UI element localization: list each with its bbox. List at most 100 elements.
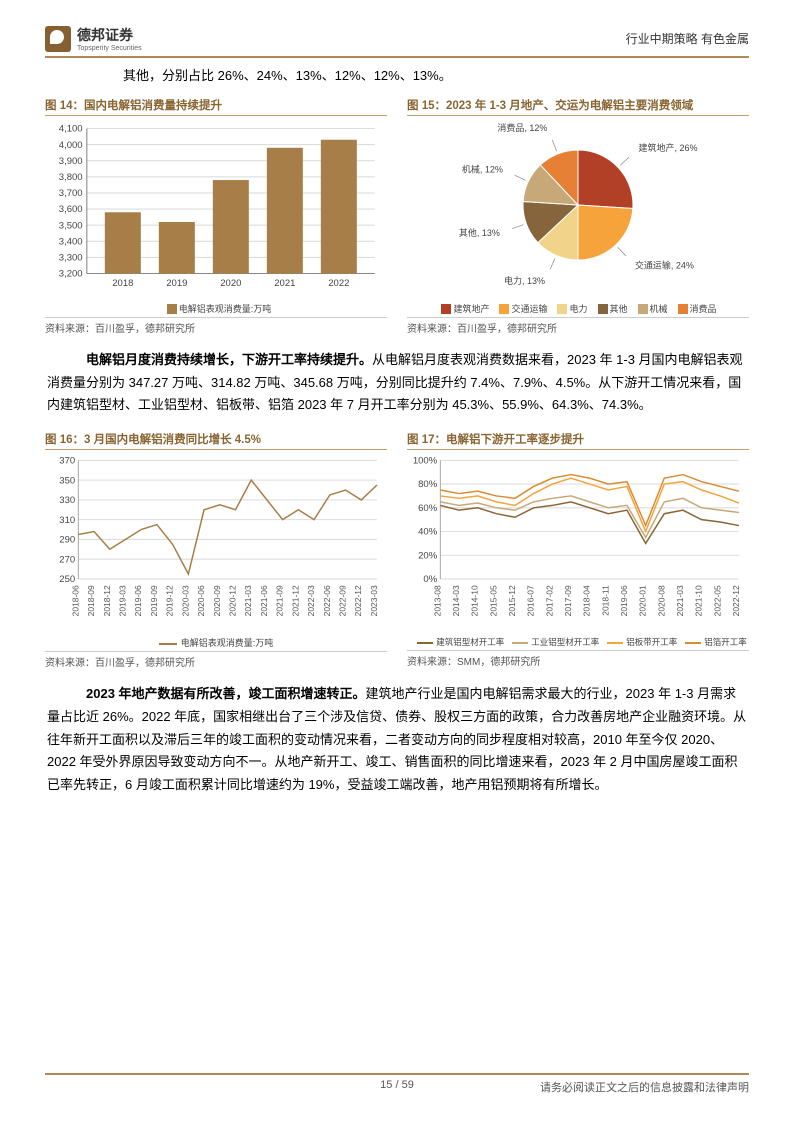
fig17-title: 图 17：电解铝下游开工率逐步提升 <box>407 431 749 450</box>
svg-text:2021-12: 2021-12 <box>290 585 300 616</box>
svg-text:2021: 2021 <box>274 278 295 289</box>
svg-text:4,000: 4,000 <box>59 140 83 151</box>
svg-text:2019-12: 2019-12 <box>165 585 175 616</box>
fig17-legend: 建筑铝型材开工率工业铝型材开工率铝板带开工率铝箔开工率 <box>407 636 749 648</box>
svg-text:2019-06: 2019-06 <box>619 585 629 616</box>
fig14: 图 14：国内电解铝消费量持续提升 3,200 3,300 3,400 3,500 3,… <box>45 97 387 335</box>
svg-text:建筑地产, 26%: 建筑地产, 26% <box>639 142 698 153</box>
svg-text:2021-10: 2021-10 <box>694 585 704 616</box>
svg-text:2021-03: 2021-03 <box>675 585 685 616</box>
svg-text:2021-06: 2021-06 <box>259 585 269 616</box>
svg-text:2017-09: 2017-09 <box>563 585 573 616</box>
svg-text:2020-03: 2020-03 <box>180 585 190 616</box>
svg-text:2014-10: 2014-10 <box>470 585 480 616</box>
svg-text:100%: 100% <box>413 456 438 467</box>
fig14-legend: 电解铝表观消费量:万吨 <box>45 302 387 315</box>
svg-text:2020-01: 2020-01 <box>638 585 648 616</box>
fig14-source: 资料来源：百川盈孚，德邦研究所 <box>45 317 387 335</box>
company-name-en: Topsperity Securities <box>77 45 142 52</box>
fig15-source: 资料来源：百川盈孚，德邦研究所 <box>407 317 749 335</box>
fig16-legend: 电解铝表观消费量:万吨 <box>45 636 387 649</box>
svg-text:机械, 12%: 机械, 12% <box>462 163 503 174</box>
svg-text:2018-06: 2018-06 <box>70 585 80 616</box>
fig17: 图 17：电解铝下游开工率逐步提升 0%20%40%60%80%100%2013… <box>407 431 749 669</box>
paragraph-1: 电解铝月度消费持续增长，下游开工率持续提升。从电解铝月度表观消费数据来看，202… <box>45 349 749 417</box>
svg-text:2022-12: 2022-12 <box>353 585 363 616</box>
svg-text:2015-05: 2015-05 <box>488 585 498 616</box>
svg-text:20%: 20% <box>418 550 438 561</box>
svg-text:消费品, 12%: 消费品, 12% <box>497 122 547 133</box>
svg-text:2022-06: 2022-06 <box>322 585 332 616</box>
svg-text:2018: 2018 <box>112 278 133 289</box>
svg-text:290: 290 <box>59 535 75 546</box>
fig15-chart: 建筑地产, 26% 交通运输, 24% 电力, 13% 其他, 13% 机械, 12% 消… <box>407 120 749 300</box>
svg-text:2020-12: 2020-12 <box>228 585 238 616</box>
svg-text:2022-12: 2022-12 <box>731 585 741 616</box>
svg-text:2019-03: 2019-03 <box>117 585 127 616</box>
fig16-title: 图 16：3 月国内电解铝消费同比增长 4.5% <box>45 431 387 450</box>
svg-text:2018-12: 2018-12 <box>102 585 112 616</box>
svg-text:80%: 80% <box>418 479 438 490</box>
svg-text:2020-08: 2020-08 <box>656 585 666 616</box>
svg-text:2019: 2019 <box>166 278 187 289</box>
svg-text:3,700: 3,700 <box>59 188 83 199</box>
svg-text:2021-09: 2021-09 <box>275 585 285 616</box>
svg-text:3,400: 3,400 <box>59 236 83 247</box>
fig14-chart: 3,2003,3003,4003,5003,6003,7003,8003,900… <box>45 120 387 300</box>
svg-text:2022-03: 2022-03 <box>306 585 316 616</box>
fig15-title: 图 15：2023 年 1-3 月地产、交运为电解铝主要消费领域 <box>407 97 749 116</box>
chart-row-2: 图 16：3 月国内电解铝消费同比增长 4.5% 250 270 290 310 330… <box>45 431 749 669</box>
disclaimer: 请务必阅读正文之后的信息披露和法律声明 <box>540 1079 749 1095</box>
company-name: 德邦证券 <box>77 25 142 45</box>
svg-text:3,600: 3,600 <box>59 204 83 215</box>
svg-text:3,800: 3,800 <box>59 172 83 183</box>
svg-text:270: 270 <box>59 554 75 565</box>
svg-text:3,300: 3,300 <box>59 252 83 263</box>
svg-text:3,500: 3,500 <box>59 220 83 231</box>
svg-text:2020: 2020 <box>220 278 241 289</box>
svg-text:2022-09: 2022-09 <box>338 585 348 616</box>
svg-text:2018-09: 2018-09 <box>86 585 96 616</box>
svg-text:2017-02: 2017-02 <box>544 585 554 616</box>
svg-text:4,100: 4,100 <box>59 123 83 134</box>
svg-text:交通运输, 24%: 交通运输, 24% <box>635 259 694 270</box>
fig15: 图 15：2023 年 1-3 月地产、交运为电解铝主要消费领域 建筑地产, 2… <box>407 97 749 335</box>
intro-line: 其他，分别占比 26%、24%、13%、12%、12%、13%。 <box>45 66 749 87</box>
svg-text:2022: 2022 <box>328 278 349 289</box>
svg-text:2018-11: 2018-11 <box>600 585 610 616</box>
svg-text:310: 310 <box>59 515 75 526</box>
svg-text:2019-06: 2019-06 <box>133 585 143 616</box>
svg-text:2013-08: 2013-08 <box>432 585 442 616</box>
header-right-text: 行业中期策略 有色金属 <box>626 30 749 47</box>
svg-text:2020-06: 2020-06 <box>196 585 206 616</box>
page-footer: 15 / 59 请务必阅读正文之后的信息披露和法律声明 <box>45 1073 749 1095</box>
svg-text:2016-07: 2016-07 <box>526 585 536 616</box>
fig16-source: 资料来源：百川盈孚，德邦研究所 <box>45 651 387 669</box>
svg-text:2019-09: 2019-09 <box>149 585 159 616</box>
svg-text:2020-09: 2020-09 <box>212 585 222 616</box>
fig16: 图 16：3 月国内电解铝消费同比增长 4.5% 250 270 290 310 330… <box>45 431 387 669</box>
svg-text:60%: 60% <box>418 503 438 514</box>
svg-text:40%: 40% <box>418 527 438 538</box>
svg-text:2021-03: 2021-03 <box>243 585 253 616</box>
svg-text:330: 330 <box>59 495 75 506</box>
svg-text:2022-05: 2022-05 <box>712 585 722 616</box>
fig14-title: 图 14：国内电解铝消费量持续提升 <box>45 97 387 116</box>
fig17-source: 资料来源：SMM，德邦研究所 <box>407 650 749 668</box>
svg-text:350: 350 <box>59 475 75 486</box>
fig16-chart: 250 270 290 310 330 350 370 2018-06 2018-09 2018-… <box>45 454 387 634</box>
svg-text:250: 250 <box>59 574 75 585</box>
svg-text:3,200: 3,200 <box>59 269 83 280</box>
fig15-legend: 建筑地产交通运输电力其他机械消费品 <box>407 302 749 315</box>
svg-text:其他, 13%: 其他, 13% <box>459 227 500 238</box>
logo-mark <box>45 26 71 52</box>
svg-text:电力, 13%: 电力, 13% <box>504 275 545 286</box>
svg-text:2015-12: 2015-12 <box>507 585 517 616</box>
logo: 德邦证券 Topsperity Securities <box>45 25 142 52</box>
chart-row-1: 图 14：国内电解铝消费量持续提升 3,200 3,300 3,400 3,500 3,… <box>45 97 749 335</box>
svg-text:370: 370 <box>59 456 75 467</box>
svg-text:2018-04: 2018-04 <box>582 585 592 616</box>
svg-text:2023-03: 2023-03 <box>369 585 379 616</box>
svg-text:2014-03: 2014-03 <box>451 585 461 616</box>
page-header: 德邦证券 Topsperity Securities 行业中期策略 有色金属 <box>45 25 749 58</box>
